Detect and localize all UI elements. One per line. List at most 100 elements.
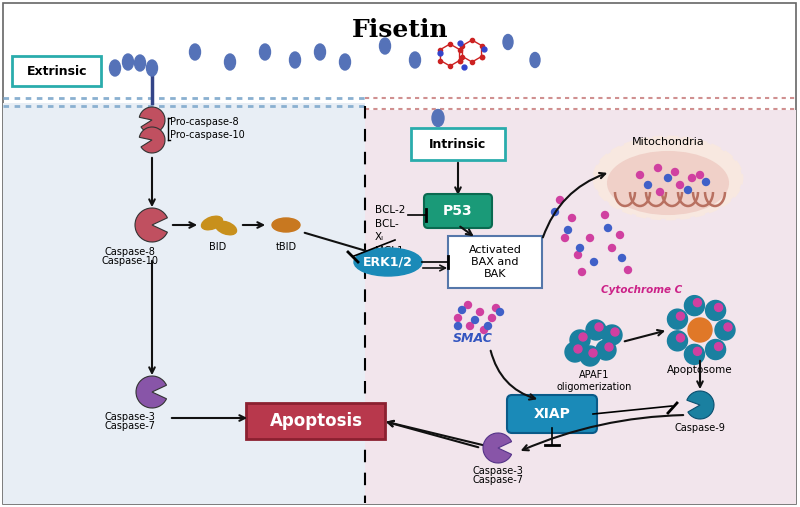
Ellipse shape [225,54,235,70]
Circle shape [589,349,597,357]
Ellipse shape [215,221,237,235]
Text: P53: P53 [443,204,473,218]
Ellipse shape [618,255,626,262]
Circle shape [677,312,685,320]
Circle shape [570,330,590,350]
Text: Fisetin: Fisetin [352,18,448,42]
Text: Pro-caspase-8: Pro-caspase-8 [170,117,238,127]
Ellipse shape [594,137,742,219]
Text: Caspase-3: Caspase-3 [473,466,523,476]
FancyBboxPatch shape [507,395,597,433]
Text: SMAC: SMAC [453,332,493,344]
Text: tBID: tBID [275,242,297,252]
Text: Caspase-7: Caspase-7 [105,421,155,431]
Circle shape [706,340,726,359]
Ellipse shape [586,235,594,241]
Ellipse shape [290,52,301,68]
Ellipse shape [432,110,444,127]
Text: Caspase-10: Caspase-10 [102,256,158,266]
Circle shape [677,334,685,342]
Ellipse shape [617,232,623,238]
Ellipse shape [314,44,326,60]
Ellipse shape [471,316,478,323]
Ellipse shape [665,174,671,182]
FancyBboxPatch shape [411,128,505,160]
Circle shape [715,320,735,340]
FancyBboxPatch shape [3,3,796,504]
Ellipse shape [685,187,691,194]
Ellipse shape [493,305,499,311]
Ellipse shape [122,54,134,70]
Ellipse shape [259,44,270,60]
Text: Caspase-7: Caspase-7 [473,475,523,485]
Ellipse shape [272,218,300,232]
Ellipse shape [697,171,703,178]
Text: BCL-2
BCL-
Xₗ
MCL1: BCL-2 BCL- Xₗ MCL1 [375,205,406,256]
FancyBboxPatch shape [12,56,101,86]
Ellipse shape [497,308,503,315]
Text: Apoptosis: Apoptosis [270,412,362,430]
Circle shape [579,333,587,341]
Ellipse shape [432,131,444,149]
Wedge shape [135,208,167,242]
Ellipse shape [645,182,651,189]
FancyBboxPatch shape [246,403,385,439]
Circle shape [688,318,712,342]
Ellipse shape [557,197,563,203]
Ellipse shape [466,322,474,330]
Circle shape [714,343,722,350]
Text: Apoptosome: Apoptosome [667,365,733,375]
Ellipse shape [654,164,662,171]
Circle shape [565,342,585,362]
Circle shape [685,296,705,316]
Ellipse shape [637,171,643,178]
Ellipse shape [577,244,583,251]
Ellipse shape [477,308,483,315]
Ellipse shape [202,216,222,230]
Text: Caspase-9: Caspase-9 [674,423,726,433]
Circle shape [595,323,603,331]
Circle shape [602,325,622,345]
Ellipse shape [410,52,421,68]
Bar [365,110,796,504]
Ellipse shape [625,267,631,273]
FancyBboxPatch shape [424,194,492,228]
Ellipse shape [609,244,615,251]
Circle shape [586,320,606,340]
Circle shape [667,331,687,351]
Circle shape [574,345,582,353]
Wedge shape [483,433,511,463]
Ellipse shape [657,189,663,196]
Ellipse shape [354,248,422,276]
Bar [3,103,365,504]
Ellipse shape [489,314,495,321]
Ellipse shape [458,307,466,313]
Ellipse shape [485,322,491,330]
Ellipse shape [569,214,575,222]
Ellipse shape [481,327,487,334]
Text: Intrinsic: Intrinsic [430,137,486,151]
Ellipse shape [608,152,728,214]
Ellipse shape [454,314,462,321]
Wedge shape [136,376,166,408]
Text: APAF1
oligomerization: APAF1 oligomerization [556,370,632,392]
Circle shape [694,347,702,355]
Circle shape [611,328,619,336]
Circle shape [714,304,722,311]
Ellipse shape [454,322,462,330]
Ellipse shape [190,44,201,60]
Text: Cytochrome C: Cytochrome C [602,285,682,295]
Text: XIAP: XIAP [534,407,570,421]
Wedge shape [139,127,165,153]
Ellipse shape [146,60,158,76]
Text: Pro-caspase-10: Pro-caspase-10 [170,130,245,140]
Ellipse shape [677,182,683,189]
Text: Caspase-8: Caspase-8 [105,247,155,257]
Circle shape [706,301,726,320]
Ellipse shape [671,168,678,175]
Ellipse shape [602,211,609,219]
Circle shape [694,299,702,307]
Text: ERK1/2: ERK1/2 [363,256,413,269]
Wedge shape [687,391,714,419]
Ellipse shape [578,269,586,275]
